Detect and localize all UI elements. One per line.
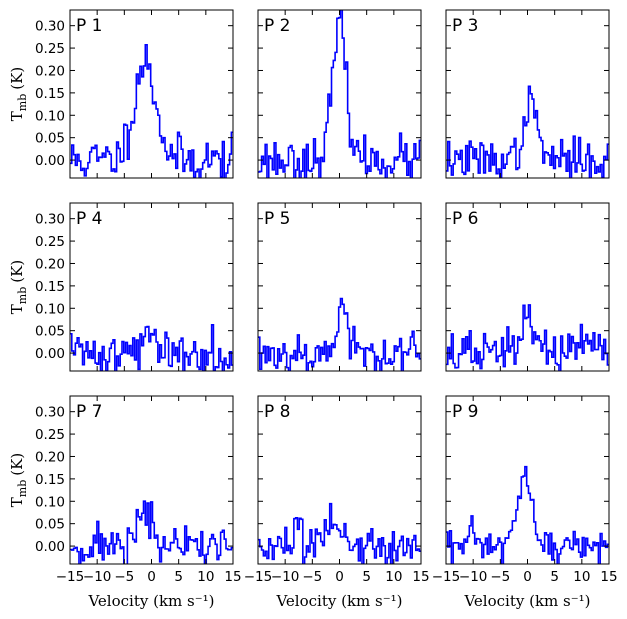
panel-8: −15−10 −5 0 5 10 15 P 8 Velocity (km s⁻¹) (244, 395, 430, 610)
x-tick-label: −5 (302, 569, 322, 585)
y-tick-label: 0.05 (35, 324, 65, 340)
y-tick-label: 0.10 (35, 301, 65, 317)
y-tick-label: 0.25 (35, 427, 65, 443)
y-tick-label: 0.10 (35, 494, 65, 510)
panel-9: −15−10 −5 0 5 10 15 P 9 Velocity (km s⁻¹) (432, 395, 618, 610)
spectrum-line-p9 (446, 465, 609, 564)
y-axis-label: Tmb(K) (8, 260, 29, 314)
x-tick-label: −5 (114, 569, 134, 585)
panel-label: P 6 (452, 209, 478, 229)
y-tick-label: 0.30 (35, 212, 65, 228)
y-tick-label: 0.05 (35, 131, 65, 147)
panel-label: P 2 (264, 16, 290, 36)
y-axis-label: Tmb(K) (8, 453, 29, 507)
panel-6: P 6 (445, 202, 610, 372)
x-tick-label: 5 (174, 569, 183, 585)
x-tick-label: 15 (600, 569, 617, 585)
y-tick-label: 0.20 (35, 63, 65, 79)
y-tick-label: 0.00 (35, 153, 65, 169)
x-tick-label: −15 (244, 569, 273, 585)
spectrum-line-p1 (70, 43, 233, 178)
x-tick-label: 5 (550, 569, 559, 585)
panel-label: P 4 (76, 209, 102, 229)
spectrum-line-p8 (258, 502, 421, 564)
x-tick-label: −10 (459, 569, 488, 585)
x-tick-label: 10 (573, 569, 590, 585)
panel-2: P 2 (257, 9, 422, 179)
x-tick-label: 15 (412, 569, 429, 585)
x-tick-label: −5 (490, 569, 510, 585)
panel-label: P 9 (452, 402, 478, 422)
spectrum-line-p7 (70, 500, 233, 564)
x-tick-label: 0 (147, 569, 156, 585)
panel-label: P 1 (76, 16, 102, 36)
y-tick-label: 0.10 (35, 108, 65, 124)
x-tick-label: 0 (335, 569, 344, 585)
spectrum-line-p3 (446, 85, 609, 178)
y-tick-label: 0.30 (35, 19, 65, 35)
panel-label: P 7 (76, 402, 102, 422)
y-tick-label: 0.00 (35, 539, 65, 555)
panel-3: P 3 (445, 9, 610, 179)
x-tick-label: −10 (271, 569, 300, 585)
y-tick-label: 0.25 (35, 234, 65, 250)
x-axis-label: Velocity (km s⁻¹) (275, 592, 402, 610)
x-tick-label: 10 (385, 569, 402, 585)
y-tick-label: 0.00 (35, 346, 65, 362)
y-tick-label: 0.20 (35, 256, 65, 272)
spectrum-line-p2 (258, 10, 421, 178)
x-tick-label: 0 (523, 569, 532, 585)
x-tick-label: 5 (362, 569, 371, 585)
x-tick-label: −15 (56, 569, 85, 585)
panel-4: 0.00 0.05 0.10 0.15 0.20 0.25 0.30 P 4 Tmb(K) (8, 202, 234, 372)
panel-5: P 5 (257, 202, 422, 372)
spectrum-line-p4 (70, 324, 233, 371)
y-tick-label: 0.05 (35, 517, 65, 533)
y-tick-label: 0.15 (35, 472, 65, 488)
x-axis-label: Velocity (km s⁻¹) (87, 592, 214, 610)
y-tick-label: 0.20 (35, 449, 65, 465)
panel-1: 0.00 0.05 0.10 0.15 0.20 0.25 0.30 P 1 Tmb(K) (8, 9, 234, 179)
x-tick-label: 15 (224, 569, 241, 585)
spectrum-line-p6 (446, 304, 609, 371)
x-axis-label: Velocity (km s⁻¹) (463, 592, 590, 610)
y-axis-label: Tmb(K) (8, 67, 29, 121)
panel-label: P 8 (264, 402, 290, 422)
y-tick-label: 0.15 (35, 86, 65, 102)
panel-label: P 5 (264, 209, 290, 229)
y-tick-label: 0.15 (35, 279, 65, 295)
panel-7: −15−10 −5 0 5 10 15 0.00 0.05 0.10 0.15 0.20 0.25 0.… (8, 395, 242, 610)
x-tick-label: −15 (432, 569, 461, 585)
x-tick-label: −10 (83, 569, 112, 585)
y-tick-label: 0.25 (35, 41, 65, 57)
spectrum-line-p5 (258, 297, 421, 371)
y-tick-label: 0.30 (35, 405, 65, 421)
panel-label: P 3 (452, 16, 478, 36)
x-tick-label: 10 (197, 569, 214, 585)
